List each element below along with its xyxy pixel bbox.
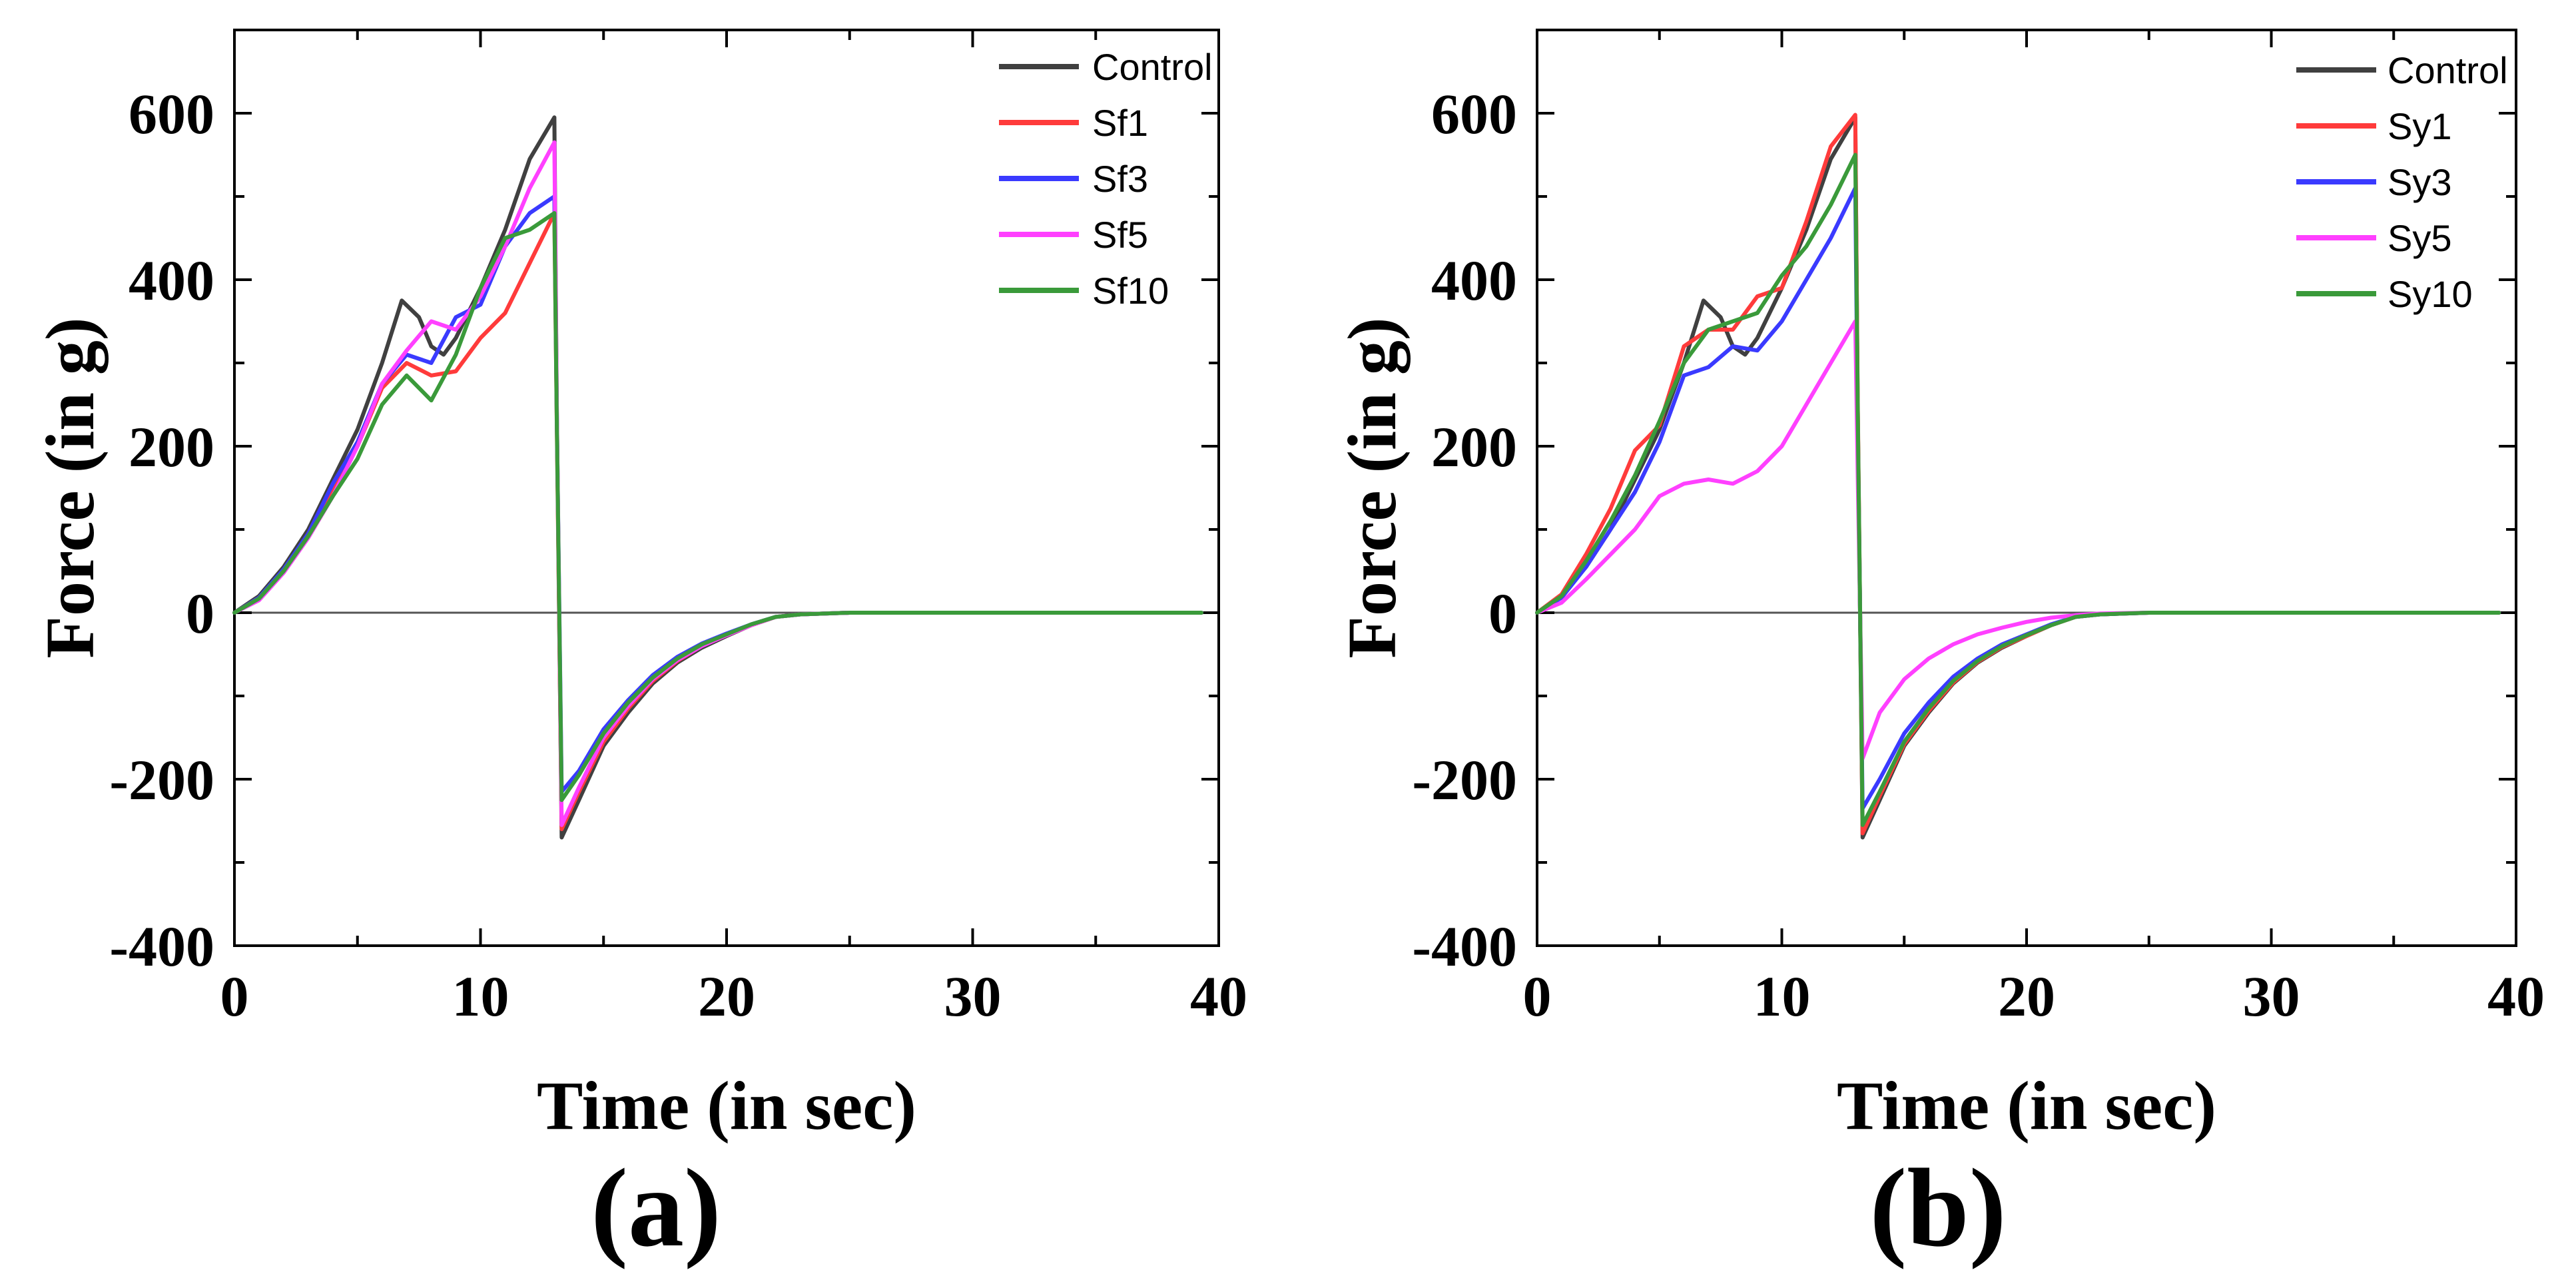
panel-b: 0 10 20 30 40 -400 -200 0 200 400 600 Time (in sec)… bbox=[1334, 29, 2545, 1270]
legend-label: Sf3 bbox=[1092, 158, 1148, 200]
legend-label: Sf5 bbox=[1092, 214, 1148, 256]
series-line-sy3 bbox=[1535, 186, 2501, 810]
series-line-control bbox=[1535, 115, 2501, 840]
y-tick-label: -200 bbox=[109, 748, 214, 812]
series-line-sy1 bbox=[1535, 113, 2501, 836]
legend-label: Sy5 bbox=[2388, 217, 2452, 259]
legend-label: Sy10 bbox=[2388, 273, 2473, 315]
series-line-sy10 bbox=[1535, 153, 2501, 827]
x-tick-label: 10 bbox=[452, 964, 509, 1028]
legend-label: Sf1 bbox=[1092, 102, 1148, 144]
x-tick-label: 40 bbox=[2487, 964, 2545, 1028]
legend-label: Sy1 bbox=[2388, 105, 2452, 147]
y-tick-label: 600 bbox=[1431, 82, 1517, 146]
series-line-sf10 bbox=[232, 211, 1204, 802]
legend-label: Control bbox=[1092, 46, 1213, 88]
y-tick-label: 600 bbox=[129, 82, 214, 146]
plot-frame bbox=[1536, 29, 2517, 947]
legend-label: Control bbox=[2388, 49, 2508, 91]
panel-label: (b) bbox=[1869, 1146, 2006, 1270]
legend-label: Sf10 bbox=[1092, 270, 1169, 312]
legend-label: Sy3 bbox=[2388, 161, 2452, 203]
plot-frame bbox=[233, 29, 1220, 947]
x-tick-label: 0 bbox=[1523, 964, 1552, 1028]
y-tick-label: 200 bbox=[129, 415, 214, 479]
x-tick-label: 10 bbox=[1754, 964, 1811, 1028]
y-tick-label: 400 bbox=[129, 248, 214, 312]
y-tick-label: 200 bbox=[1431, 415, 1517, 479]
x-tick-label: 20 bbox=[698, 964, 755, 1028]
x-tick-label: 0 bbox=[220, 964, 249, 1028]
series-line-sf1 bbox=[232, 211, 1204, 831]
y-tick-label: -200 bbox=[1412, 748, 1517, 812]
panel-label: (a) bbox=[591, 1146, 721, 1270]
x-tick-label: 30 bbox=[2243, 964, 2300, 1028]
y-tick-label: 0 bbox=[186, 581, 214, 645]
x-axis-title: Time (in sec) bbox=[537, 1068, 916, 1144]
x-tick-label: 20 bbox=[1998, 964, 2055, 1028]
series-line-control bbox=[232, 115, 1204, 840]
y-axis-title: Force (in g) bbox=[1334, 317, 1411, 658]
y-tick-label: -400 bbox=[109, 914, 214, 978]
y-tick-label: 400 bbox=[1431, 248, 1517, 312]
y-tick-label: -400 bbox=[1412, 914, 1517, 978]
x-tick-label: 40 bbox=[1190, 964, 1247, 1028]
series-line-sf3 bbox=[232, 194, 1204, 794]
y-tick-label: 0 bbox=[1488, 581, 1517, 645]
panel-a: 0 10 20 30 40 -400 -200 0 200 400 600 Time (in sec)… bbox=[32, 29, 1247, 1270]
x-tick-label: 30 bbox=[944, 964, 1002, 1028]
x-axis-title: Time (in sec) bbox=[1837, 1068, 2216, 1144]
y-axis-title: Force (in g) bbox=[32, 317, 109, 658]
series-line-sf5 bbox=[232, 140, 1204, 827]
